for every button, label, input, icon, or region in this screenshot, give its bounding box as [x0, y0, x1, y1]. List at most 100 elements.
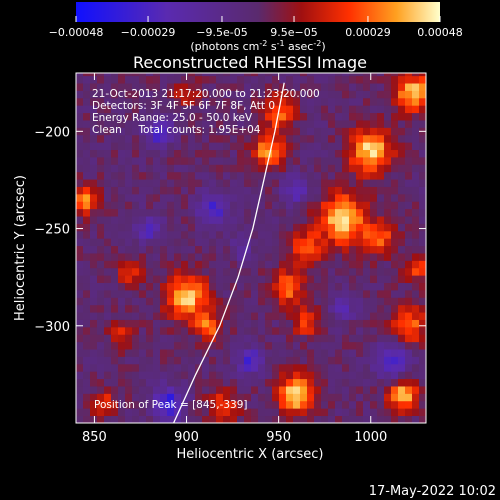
heatmap-cell	[118, 134, 126, 143]
heatmap-cell	[160, 127, 168, 136]
heatmap-cell	[398, 223, 406, 232]
heatmap-cell	[342, 415, 350, 423]
heatmap-cell	[230, 312, 238, 320]
heatmap-cell	[230, 378, 238, 387]
heatmap-cell	[97, 223, 105, 232]
heatmap-cell	[307, 415, 315, 423]
heatmap-cell	[181, 386, 189, 394]
heatmap-cell	[293, 142, 301, 151]
heatmap-cell	[412, 363, 420, 372]
heatmap-cell	[412, 90, 420, 99]
heatmap-cell	[188, 193, 196, 202]
heatmap-cell	[391, 253, 399, 261]
y-axis-label: Heliocentric Y (arcsec)	[13, 175, 28, 321]
heatmap-cell	[83, 73, 91, 77]
heatmap-cell	[118, 319, 126, 328]
heatmap-cell	[230, 275, 238, 284]
heatmap-cell	[328, 186, 336, 195]
heatmap-cell	[125, 341, 133, 350]
heatmap-cell	[181, 127, 189, 136]
heatmap-cell	[377, 216, 385, 224]
heatmap-cell	[335, 193, 343, 202]
heatmap-cell	[349, 245, 357, 254]
heatmap-cell	[132, 400, 140, 409]
heatmap-cell	[293, 363, 301, 372]
heatmap-cell	[314, 120, 322, 128]
heatmap-cell	[237, 297, 245, 306]
heatmap-cell	[237, 134, 245, 143]
heatmap-cell	[363, 290, 371, 298]
heatmap-cell	[349, 90, 357, 99]
heatmap-cell	[209, 319, 217, 328]
heatmap-cell	[195, 290, 203, 298]
heatmap-cell	[356, 73, 364, 77]
heatmap-cell	[307, 245, 315, 254]
heatmap-cell	[167, 186, 175, 195]
heatmap-cell	[426, 91, 433, 99]
heatmap-cell	[384, 341, 392, 350]
heatmap-cell	[160, 105, 168, 114]
heatmap-cell	[132, 334, 140, 343]
heatmap-cell	[370, 134, 378, 143]
heatmap-cell	[83, 149, 91, 158]
heatmap-cell	[412, 267, 420, 276]
heatmap-cell	[195, 171, 203, 180]
heatmap-cell	[244, 341, 252, 350]
heatmap-cell	[349, 97, 357, 106]
heatmap-cell	[251, 73, 259, 77]
heatmap-cell	[244, 134, 252, 143]
heatmap-cell	[223, 349, 231, 357]
heatmap-cell	[279, 312, 287, 320]
heatmap-cell	[391, 290, 399, 298]
heatmap-cell	[202, 120, 210, 128]
heatmap-cell	[426, 283, 433, 291]
heatmap-cell	[174, 260, 182, 269]
heatmap-cell	[300, 334, 308, 343]
heatmap-cell	[125, 245, 133, 254]
heatmap-cell	[97, 378, 105, 387]
heatmap-cell	[223, 73, 231, 77]
heatmap-cell	[321, 326, 329, 335]
heatmap-cell	[125, 371, 133, 380]
heatmap-cell	[314, 297, 322, 306]
heatmap-cell	[209, 245, 217, 254]
heatmap-cell	[363, 73, 371, 77]
x-tick-label: 850	[82, 430, 107, 445]
heatmap-cell	[111, 275, 119, 284]
heatmap-cell	[76, 275, 84, 284]
heatmap-cell	[398, 400, 406, 409]
heatmap-cell	[195, 378, 203, 387]
heatmap-cell	[412, 164, 420, 173]
heatmap-cell	[349, 334, 357, 343]
heatmap-cell	[125, 356, 133, 365]
heatmap-cell	[146, 349, 154, 357]
heatmap-cell	[321, 312, 329, 320]
heatmap-cell	[111, 134, 119, 143]
heatmap-cell	[195, 208, 203, 217]
heatmap-cell	[426, 312, 433, 320]
heatmap-cell	[181, 363, 189, 372]
heatmap-cell	[328, 105, 336, 114]
heatmap-cell	[363, 208, 371, 217]
heatmap-cell	[118, 193, 126, 202]
heatmap-cell	[398, 312, 406, 320]
heatmap-cell	[314, 83, 322, 91]
heatmap-cell	[244, 120, 252, 128]
heatmap-cell	[202, 393, 210, 402]
heatmap-cell	[132, 326, 140, 335]
heatmap-cell	[314, 282, 322, 291]
heatmap-cell	[174, 326, 182, 335]
heatmap-cell	[342, 349, 350, 357]
heatmap-cell	[342, 120, 350, 128]
heatmap-cell	[244, 290, 252, 298]
heatmap-cell	[272, 208, 280, 217]
heatmap-cell	[419, 356, 426, 365]
heatmap-cell	[321, 334, 329, 343]
heatmap-cell	[286, 105, 294, 114]
heatmap-cell	[104, 134, 112, 143]
heatmap-cell	[265, 238, 273, 247]
heatmap-cell	[104, 127, 112, 136]
heatmap-cell	[139, 193, 147, 202]
heatmap-cell	[237, 341, 245, 350]
heatmap-cell	[146, 400, 154, 409]
